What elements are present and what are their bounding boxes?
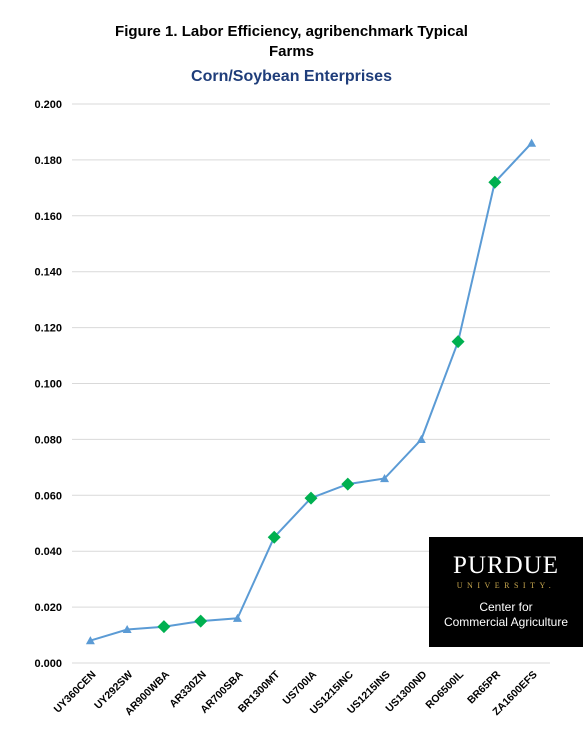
y-tick-label: 0.000: [34, 658, 62, 670]
y-tick-label: 0.080: [34, 434, 62, 446]
data-point-triangle: [416, 434, 426, 443]
y-tick-label: 0.140: [34, 267, 62, 279]
y-tick-label: 0.120: [34, 323, 62, 335]
y-tick-label: 0.060: [34, 490, 62, 502]
data-point-diamond: [341, 477, 355, 491]
data-point-triangle: [527, 138, 537, 147]
data-point-triangle: [122, 624, 132, 634]
y-tick-label: 0.020: [34, 602, 62, 614]
data-point-triangle: [85, 636, 95, 645]
y-tick-label: 0.100: [34, 379, 62, 391]
purdue-university-text: UNIVERSITY.: [456, 581, 556, 590]
data-point-diamond: [194, 614, 208, 628]
chart-subtitle: Corn/Soybean Enterprises: [191, 68, 392, 85]
center-name-line-2: Commercial Agriculture: [443, 615, 569, 629]
y-tick-label: 0.180: [34, 155, 62, 167]
center-name-line-1: Center for: [479, 600, 533, 614]
data-point-diamond: [488, 175, 502, 189]
purdue-logo: PURDUE UNIVERSITY. Center for Commercial…: [429, 537, 583, 647]
data-point-triangle: [380, 474, 390, 483]
data-point-diamond: [451, 335, 465, 349]
data-point-diamond: [157, 620, 171, 634]
series-markers: [85, 138, 537, 645]
purdue-wordmark: PURDUE: [452, 552, 559, 579]
y-tick-label: 0.200: [34, 99, 62, 111]
data-point-diamond: [267, 530, 281, 544]
x-axis-tick-labels: UY360CENUY292SWAR900WBAAR330ZNAR700SBABR…: [52, 668, 540, 718]
y-tick-label: 0.040: [34, 546, 62, 558]
x-tick-label: RO6500IL: [423, 668, 466, 711]
x-tick-label: UY360CEN: [52, 669, 99, 716]
y-tick-label: 0.160: [34, 211, 62, 223]
x-tick-label: BR65PR: [465, 668, 503, 706]
data-point-diamond: [304, 491, 318, 505]
y-axis-tick-labels: 0.000 0.020 0.040 0.060 0.080 0.100 0.120 0.140…: [34, 99, 62, 670]
chart-title-line-2: Farms: [268, 43, 315, 60]
chart-title-line-1: Figure 1. Labor Efficiency, agribenchmar…: [115, 23, 468, 40]
data-point-triangle: [232, 613, 242, 622]
gridlines: [72, 103, 550, 664]
